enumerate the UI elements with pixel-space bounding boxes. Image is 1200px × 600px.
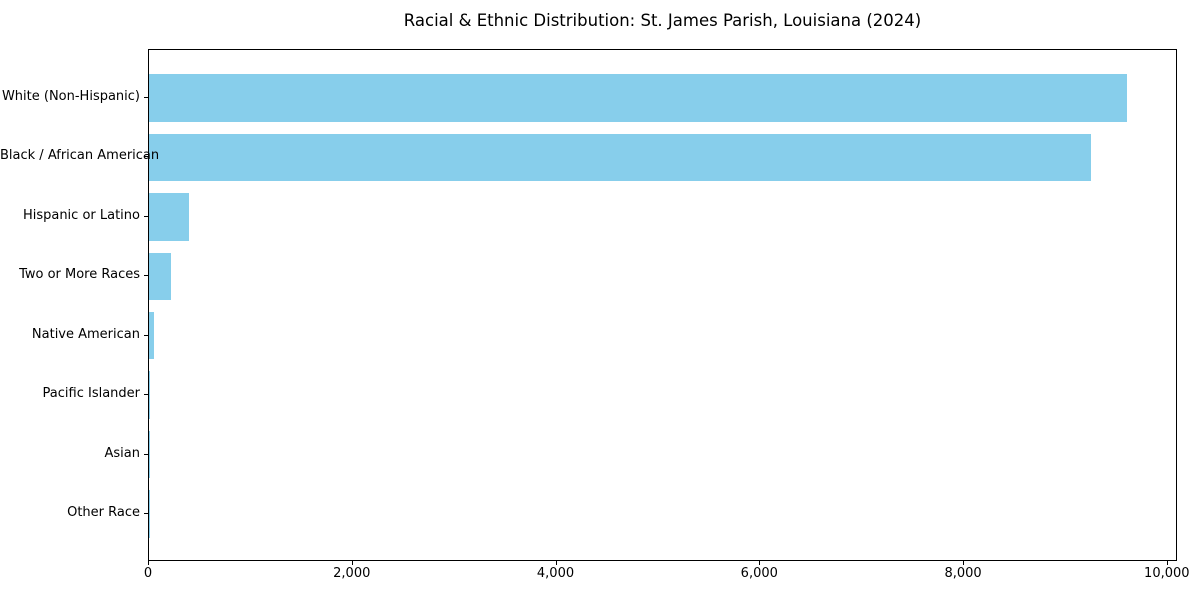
plot-area bbox=[148, 49, 1177, 561]
x-tick-mark bbox=[963, 561, 965, 565]
y-tick-mark bbox=[144, 156, 148, 158]
x-axis-tick-label: 2,000 bbox=[333, 566, 371, 581]
bar-native-american bbox=[149, 311, 154, 360]
y-axis-label-pacific-islander: Pacific Islander bbox=[42, 386, 140, 402]
y-axis-label-hispanic-or-latino: Hispanic or Latino bbox=[22, 207, 140, 223]
y-axis-label-other-race: Other Race bbox=[67, 505, 140, 520]
y-axis-label-native-american: Native American bbox=[31, 326, 140, 342]
x-tick-mark bbox=[555, 561, 557, 565]
bar-pacific-islander bbox=[149, 371, 151, 419]
bar-white-non-hispanic bbox=[149, 74, 1128, 122]
bar-black-african-american bbox=[149, 133, 1092, 182]
bar-asian bbox=[149, 430, 150, 479]
x-tick-mark bbox=[351, 561, 353, 565]
bar-two-or-more-races bbox=[149, 252, 172, 301]
y-tick-mark bbox=[144, 394, 148, 396]
x-axis-tick-label: 0 bbox=[143, 566, 153, 581]
x-tick-mark bbox=[1166, 561, 1168, 565]
y-axis-label-asian: Asian bbox=[104, 445, 140, 461]
x-tick-mark bbox=[759, 561, 761, 565]
y-axis-label-white-non-hispanic: White (Non-Hispanic) bbox=[1, 89, 140, 104]
y-tick-mark bbox=[144, 334, 148, 336]
x-axis-tick-label: 10,000 bbox=[1144, 566, 1190, 581]
y-axis-label-two-or-more-races: Two or More Races bbox=[19, 267, 140, 283]
y-tick-mark bbox=[144, 215, 148, 217]
y-tick-mark bbox=[144, 513, 148, 514]
y-tick-mark bbox=[144, 97, 148, 98]
y-axis-label-black-african-american: Black / African American bbox=[0, 148, 160, 164]
bar-hispanic-or-latino bbox=[149, 193, 189, 241]
x-tick-mark bbox=[148, 561, 149, 565]
y-tick-mark bbox=[144, 453, 148, 455]
x-axis-tick-label: 8,000 bbox=[944, 566, 982, 581]
y-tick-mark bbox=[144, 275, 148, 277]
x-axis-tick-label: 6,000 bbox=[740, 566, 778, 581]
x-axis-tick-label: 4,000 bbox=[536, 566, 575, 581]
chart-title: Racial & Ethnic Distribution: St. James … bbox=[403, 11, 922, 30]
